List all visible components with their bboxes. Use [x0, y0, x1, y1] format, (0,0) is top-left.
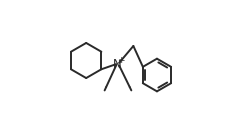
Text: N: N: [113, 58, 122, 71]
Text: +: +: [116, 56, 124, 65]
